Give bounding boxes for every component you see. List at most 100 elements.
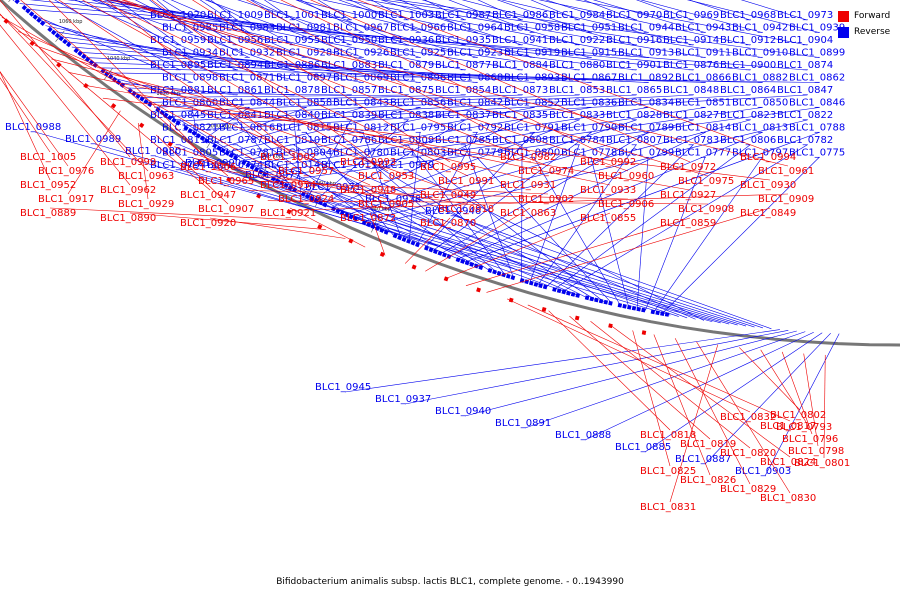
label-leader-line bbox=[445, 212, 611, 279]
reverse-gene-arrow bbox=[505, 273, 511, 279]
label-leader-line bbox=[344, 0, 649, 58]
reverse-gene-arrow bbox=[433, 249, 438, 255]
label-leader-line bbox=[248, 157, 580, 297]
forward-gene-label: BLC1_1005 bbox=[20, 152, 76, 163]
reverse-gene-arrow bbox=[455, 257, 461, 263]
label-leader-line bbox=[102, 97, 771, 181]
reverse-gene-label: BLC1_0812 bbox=[333, 123, 389, 134]
reverse-gene-arrow bbox=[538, 283, 543, 289]
reverse-gene-arrow bbox=[309, 195, 315, 202]
reverse-gene-label: BLC1_0903 bbox=[735, 466, 791, 477]
reverse-gene-label: BLC1_0850 bbox=[732, 98, 788, 109]
label-leader-line bbox=[68, 72, 611, 186]
reverse-gene-label: BLC1_0833 bbox=[549, 110, 605, 121]
label-leader-line bbox=[0, 71, 69, 167]
forward-gene-label: BLC1_0863 bbox=[500, 208, 556, 219]
label-leader-line bbox=[237, 0, 421, 58]
label-leader-line bbox=[154, 94, 523, 108]
reverse-gene-label: BLC1_0877 bbox=[435, 60, 491, 71]
reverse-gene-label: BLC1_0807 bbox=[606, 135, 662, 146]
label-leader-line bbox=[280, 0, 611, 158]
forward-gene-label: BLC1_0921 bbox=[260, 208, 316, 219]
reverse-gene-label: BLC1_0778 bbox=[561, 148, 617, 159]
reverse-gene-label: BLC1_0805 bbox=[162, 148, 218, 159]
reverse-gene-arrow bbox=[54, 32, 61, 39]
label-leader-line bbox=[108, 0, 789, 167]
reverse-gene-label: BLC1_0964 bbox=[447, 23, 503, 34]
label-leader-line bbox=[704, 332, 831, 465]
reverse-gene-label: BLC1_0901 bbox=[606, 60, 662, 71]
reverse-gene-arrow bbox=[460, 258, 466, 264]
reverse-gene-arrow bbox=[528, 280, 534, 286]
forward-gene-label: BLC1_0917 bbox=[38, 194, 94, 205]
forward-gene-label: BLC1_0918 bbox=[438, 204, 494, 215]
reverse-gene-label: BLC1_0851 bbox=[675, 98, 731, 109]
reverse-gene-arrow bbox=[519, 277, 525, 283]
forward-gene-label: BLC1_0976 bbox=[38, 166, 94, 177]
label-leader-line bbox=[262, 107, 706, 174]
forward-gene-arrow bbox=[56, 62, 62, 68]
label-leader-line bbox=[18, 31, 371, 186]
reverse-gene-arrow bbox=[524, 279, 530, 285]
reverse-gene-arrow bbox=[143, 98, 149, 105]
label-leader-line bbox=[381, 0, 763, 58]
genome-caption: Bifidobacterium animalis subsp. lactis B… bbox=[276, 577, 624, 587]
reverse-gene-label: BLC1_0977 bbox=[245, 170, 301, 181]
forward-gene-label: BLC1_0830 bbox=[760, 493, 816, 504]
reverse-gene-label: BLC1_0790 bbox=[561, 123, 617, 134]
forward-gene-label: BLC1_0982 bbox=[500, 152, 556, 163]
label-leader-line bbox=[214, 167, 738, 326]
reverse-gene-label: BLC1_1009 bbox=[207, 10, 263, 21]
reverse-gene-label: BLC1_0944 bbox=[618, 23, 674, 34]
label-leader-line bbox=[248, 132, 386, 233]
reverse-gene-label: BLC1_0986 bbox=[492, 10, 548, 21]
forward-gene-arrow bbox=[411, 264, 417, 270]
forward-gene-label: BLC1_0949 bbox=[420, 190, 476, 201]
legend-forward: Forward bbox=[838, 8, 898, 24]
reverse-gene-label: BLC1_0912 bbox=[720, 35, 776, 46]
forward-gene-arrow bbox=[443, 276, 449, 282]
label-leader-line bbox=[653, 157, 763, 313]
label-leader-line bbox=[425, 207, 531, 272]
forward-gene-label: BLC1_0924 bbox=[278, 194, 334, 205]
label-leader-line bbox=[251, 0, 352, 46]
label-leader-line bbox=[454, 215, 772, 330]
reverse-gene-label: BLC1_0896 bbox=[390, 73, 446, 84]
reverse-gene-arrow bbox=[655, 310, 660, 316]
reverse-gene-arrow bbox=[397, 235, 403, 241]
reverse-gene-label: BLC1_0852 bbox=[504, 98, 560, 109]
reverse-gene-arrow bbox=[88, 59, 95, 66]
reverse-gene-arrow bbox=[127, 87, 133, 94]
reverse-gene-label: BLC1_0875 bbox=[378, 85, 434, 96]
label-leader-line bbox=[0, 24, 131, 186]
reverse-gene-arrow bbox=[392, 233, 398, 239]
forward-gene-label: BLC1_0798 bbox=[788, 446, 844, 457]
reverse-gene-arrow bbox=[187, 127, 193, 134]
reverse-gene-label: BLC1_0911 bbox=[675, 48, 731, 59]
reverse-gene-arrow bbox=[406, 238, 412, 244]
forward-gene-arrow bbox=[476, 287, 481, 293]
reverse-gene-arrow bbox=[631, 305, 637, 311]
label-leader-line bbox=[179, 119, 286, 186]
forward-gene-arrow bbox=[29, 40, 35, 47]
reverse-gene-label: BLC1_1000 bbox=[321, 10, 377, 21]
reverse-gene-arrow bbox=[21, 4, 28, 11]
forward-gene-label: BLC1_0929 bbox=[118, 199, 174, 210]
label-leader-line bbox=[123, 0, 629, 172]
forward-gene-label: BLC1_0859 bbox=[660, 218, 716, 229]
reverse-gene-label: BLC1_0828 bbox=[606, 110, 662, 121]
reverse-gene-label: BLC1_0808 bbox=[492, 135, 548, 146]
label-leader-line bbox=[380, 0, 523, 46]
label-leader-line bbox=[548, 310, 671, 431]
reverse-gene-label: BLC1_0978 bbox=[365, 194, 421, 205]
reverse-gene-label: BLC1_0916 bbox=[606, 35, 662, 46]
forward-gene-label: BLC1_0947 bbox=[180, 190, 236, 201]
reverse-gene-label: BLC1_0791 bbox=[504, 123, 560, 134]
label-leader-line bbox=[192, 0, 451, 163]
forward-gene-label: BLC1_0826 bbox=[680, 475, 736, 486]
reverse-gene-label: BLC1_0968 bbox=[720, 10, 776, 21]
reverse-gene-label: BLC1_0939 bbox=[789, 23, 845, 34]
reverse-gene-label: BLC1_0865 bbox=[606, 85, 662, 96]
reverse-gene-arrow bbox=[203, 138, 210, 144]
label-leader-line bbox=[209, 217, 346, 239]
